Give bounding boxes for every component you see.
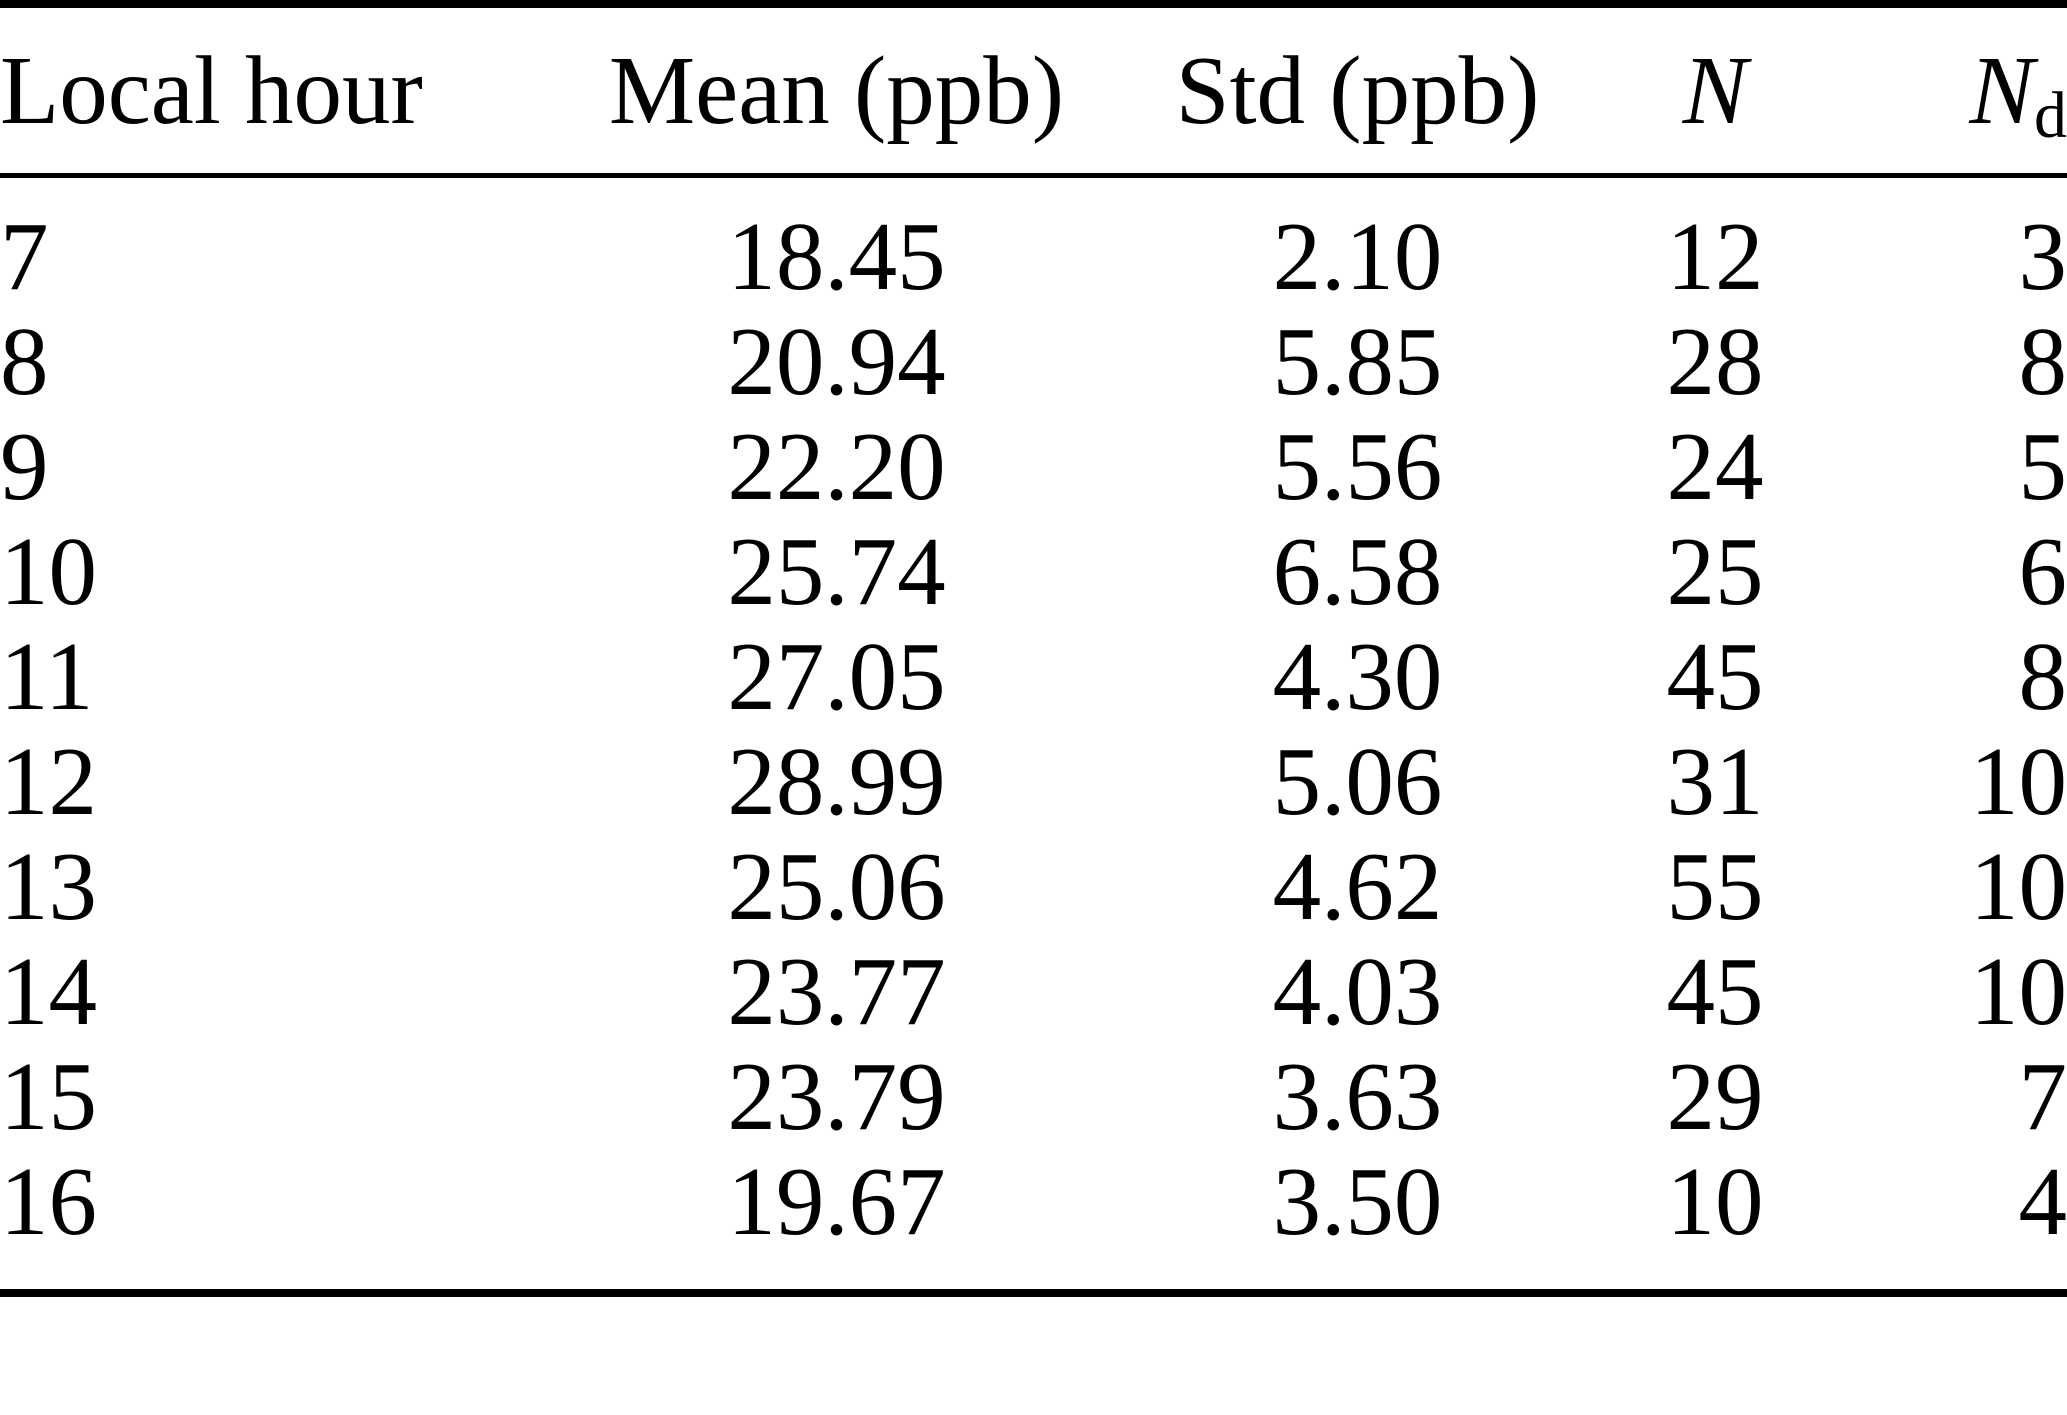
- cell-mean: 25.06: [727, 833, 946, 940]
- table-row: 10 25.74 6.58 25 6: [0, 519, 2067, 624]
- table-row: 9 22.20 5.56 24 5: [0, 414, 2067, 519]
- cell-local-hour: 16: [0, 1148, 97, 1255]
- cell-n: 45: [1666, 623, 1764, 730]
- cell-n: 10: [1666, 1148, 1764, 1255]
- cell-std: 2.10: [1272, 203, 1443, 310]
- header-row: Local hour Mean (ppb) Std (ppb) N Nd: [0, 4, 2067, 175]
- table-row: 11 27.05 4.30 45 8: [0, 624, 2067, 729]
- cell-mean: 28.99: [727, 728, 946, 835]
- table-body: 7 18.45 2.10 12 3 8 20.94 5.85 28 8 9 22…: [0, 175, 2067, 1293]
- col-header-mean-ppb: Mean (ppb): [608, 36, 1065, 144]
- cell-n: 28: [1666, 308, 1764, 415]
- table-header: Local hour Mean (ppb) Std (ppb) N Nd: [0, 4, 2067, 175]
- cell-std: 6.58: [1272, 518, 1443, 625]
- cell-std: 4.62: [1272, 833, 1443, 940]
- cell-n: 24: [1666, 413, 1764, 520]
- cell-nd: 6: [2018, 518, 2067, 625]
- cell-local-hour: 14: [0, 938, 97, 1045]
- cell-mean: 18.45: [727, 203, 946, 310]
- cell-nd: 3: [2018, 203, 2067, 310]
- table-row: 7 18.45 2.10 12 3: [0, 204, 2067, 309]
- cell-nd: 10: [1970, 938, 2067, 1045]
- table-row: 15 23.79 3.63 29 7: [0, 1044, 2067, 1149]
- cell-nd: 10: [1970, 833, 2067, 940]
- cell-local-hour: 9: [0, 413, 49, 520]
- cell-nd: 8: [2018, 308, 2067, 415]
- cell-mean: 20.94: [727, 308, 946, 415]
- cell-std: 3.63: [1272, 1043, 1443, 1150]
- cell-nd: 5: [2018, 413, 2067, 520]
- cell-std: 4.03: [1272, 938, 1443, 1045]
- table-row: 12 28.99 5.06 31 10: [0, 729, 2067, 834]
- cell-n: 45: [1666, 938, 1764, 1045]
- cell-nd: 4: [2018, 1148, 2067, 1255]
- cell-n: 12: [1666, 203, 1764, 310]
- cell-local-hour: 12: [0, 728, 97, 835]
- cell-mean: 27.05: [727, 623, 946, 730]
- nd-subscript: d: [2034, 79, 2067, 153]
- col-header-std-ppb: Std (ppb): [1175, 36, 1540, 144]
- hourly-stats-table: Local hour Mean (ppb) Std (ppb) N Nd 7 1…: [0, 0, 2067, 1297]
- cell-std: 5.85: [1272, 308, 1443, 415]
- col-header-nd: Nd: [1840, 4, 2067, 175]
- cell-nd: 8: [2018, 623, 2067, 730]
- cell-std: 4.30: [1272, 623, 1443, 730]
- cell-n: 55: [1666, 833, 1764, 940]
- cell-n: 25: [1666, 518, 1764, 625]
- cell-mean: 23.77: [727, 938, 946, 1045]
- cell-mean: 22.20: [727, 413, 946, 520]
- cell-local-hour: 8: [0, 308, 49, 415]
- cell-mean: 25.74: [727, 518, 946, 625]
- table-row: 16 19.67 3.50 10 4: [0, 1149, 2067, 1254]
- cell-local-hour: 15: [0, 1043, 97, 1150]
- n-symbol: N: [1682, 36, 1748, 144]
- col-header-local-hour: Local hour: [0, 36, 423, 144]
- cell-local-hour: 7: [0, 203, 49, 310]
- cell-local-hour: 11: [0, 623, 94, 730]
- cell-n: 29: [1666, 1043, 1764, 1150]
- cell-std: 5.06: [1272, 728, 1443, 835]
- cell-local-hour: 10: [0, 518, 97, 625]
- cell-n: 31: [1666, 728, 1764, 835]
- table-row: 14 23.77 4.03 45 10: [0, 939, 2067, 1044]
- col-header-n: N: [1590, 4, 1840, 175]
- cell-nd: 7: [2018, 1043, 2067, 1150]
- cell-mean: 19.67: [727, 1148, 946, 1255]
- cell-nd: 10: [1970, 728, 2067, 835]
- table-row: 8 20.94 5.85 28 8: [0, 309, 2067, 414]
- cell-std: 3.50: [1272, 1148, 1443, 1255]
- table-row: 13 25.06 4.62 55 10: [0, 834, 2067, 939]
- nd-symbol: N: [1969, 36, 2035, 144]
- cell-std: 5.56: [1272, 413, 1443, 520]
- cell-local-hour: 13: [0, 833, 97, 940]
- cell-mean: 23.79: [727, 1043, 946, 1150]
